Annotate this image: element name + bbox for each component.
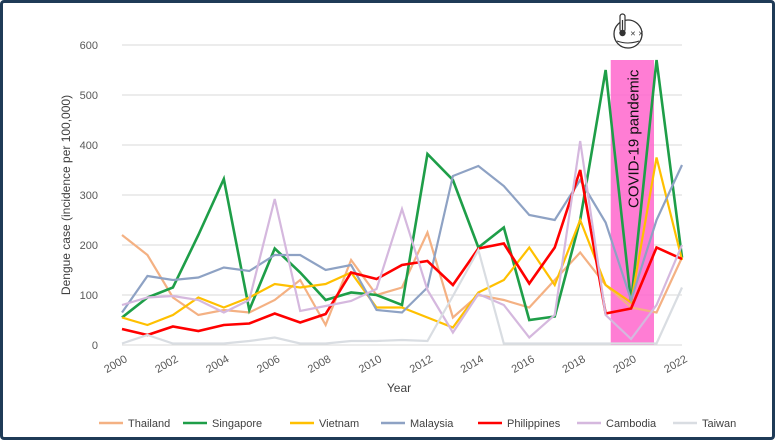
series-line-thailand [121,229,683,328]
series-line-cambodia [121,140,684,341]
legend: Thailand Singapore Vietnam Malaysia Philippi… [99,418,736,430]
x-tick-label: 2000 [102,353,129,376]
y-tick-label: 500 [80,90,98,102]
y-tick-labels: 0 100 200 300 400 500 600 [80,40,98,352]
x-tick-label: 2022 [662,353,689,376]
series-line-malaysia [121,164,683,314]
x-tick-label: 2006 [255,353,282,376]
legend-label: Singapore [212,418,262,430]
legend-label: Thailand [128,418,170,430]
y-tick-label: 100 [80,290,98,302]
series-line-vietnam [121,157,684,329]
y-tick-label: 600 [80,40,98,52]
series-line-singapore [121,59,684,322]
y-tick-label: 400 [80,140,98,152]
thermometer-virus-icon: ✕ ✕ [613,13,644,49]
x-axis-title: Year [387,381,411,395]
legend-label: Vietnam [319,418,359,430]
legend-label: Malaysia [410,418,454,430]
legend-label: Philippines [507,418,561,430]
y-tick-label: 300 [80,190,98,202]
svg-text:✕: ✕ [638,31,644,38]
x-tick-labels: 2000 2002 2004 2006 2008 2010 2012 2014 2016 2018… [102,353,689,376]
legend-label: Taiwan [702,418,736,430]
y-tick-label: 200 [80,240,98,252]
y-tick-label: 0 [92,340,98,352]
x-tick-label: 2018 [560,353,587,376]
x-tick-label: 2002 [153,353,180,376]
x-tick-label: 2008 [306,353,333,376]
series-lines [121,59,684,345]
covid-pandemic-label: COVID-19 pandemic [625,69,642,208]
x-tick-label: 2012 [408,353,435,376]
svg-text:✕: ✕ [630,31,636,38]
series-line-philippines [121,169,683,337]
legend-label: Cambodia [606,418,657,430]
x-tick-label: 2014 [459,353,486,376]
x-tick-label: 2020 [611,353,638,376]
x-tick-label: 2010 [357,353,384,376]
x-tick-label: 2004 [204,353,231,376]
series-line-taiwan [121,247,684,345]
x-tick-label: 2016 [510,353,537,376]
y-axis-title: Dengue case (incidence per 100,000) [59,95,73,295]
